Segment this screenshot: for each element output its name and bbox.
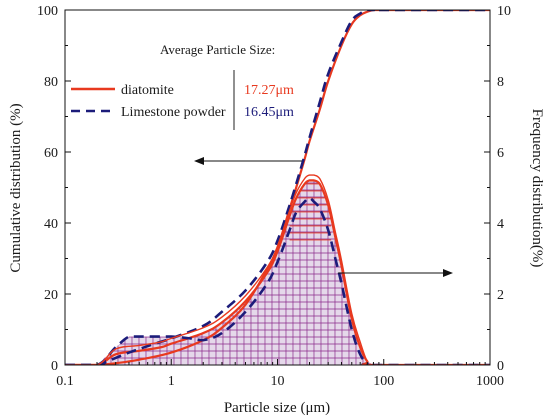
x-tick-label: 0.1	[56, 374, 74, 389]
hatch-fill-group	[96, 180, 377, 365]
y-left-tick-label: 40	[44, 217, 58, 232]
arrow-left-head	[194, 157, 204, 165]
arrow-right-axis	[338, 269, 453, 277]
y-left-tick-label: 100	[37, 4, 58, 19]
avg-value-limestone: 16.45μm	[244, 105, 294, 120]
x-tick-label: 100	[373, 374, 394, 389]
y-left-tick-label: 60	[44, 146, 58, 161]
y-right-tick-label: 4	[497, 217, 504, 232]
frequency-fill-area	[96, 180, 377, 365]
frequency-line-limestone	[65, 196, 490, 365]
y-axis-left-title: Cumulative distribution (%)	[8, 103, 24, 272]
cumulative-line-limestone	[65, 10, 490, 365]
avg-particle-size-title: Average Particle Size:	[160, 42, 275, 57]
y-right-tick-label: 0	[497, 359, 504, 374]
y-left-tick-label: 20	[44, 288, 58, 303]
y-right-tick-label: 2	[497, 288, 504, 303]
y-right-tick-label: 10	[497, 4, 511, 19]
legend-label-diatomite: diatomite	[121, 83, 174, 98]
curves-group	[65, 10, 490, 365]
y-axis-right-title: Frequency distribution(%)	[529, 109, 545, 268]
y-right-tick-label: 6	[497, 146, 504, 161]
arrow-right-head	[443, 269, 453, 277]
x-tick-label: 10	[271, 374, 285, 389]
arrow-left-axis	[194, 157, 302, 165]
avg-value-diatomite: 17.27μm	[244, 83, 294, 98]
legend: diatomite Limestone powder	[71, 83, 226, 120]
cumulative-line-diatomite	[65, 10, 490, 365]
legend-label-limestone: Limestone powder	[121, 105, 226, 120]
y-left-tick-label: 0	[51, 359, 58, 374]
x-axis-title: Particle size (μm)	[224, 400, 330, 416]
frequency-line-diatomite	[65, 179, 490, 365]
frequency-outer-contour-diatomite	[65, 174, 490, 365]
y-left-tick-label: 80	[44, 75, 58, 90]
x-tick-label: 1	[168, 374, 175, 389]
x-tick-label: 1000	[476, 374, 504, 389]
y-right-tick-label: 8	[497, 75, 504, 90]
